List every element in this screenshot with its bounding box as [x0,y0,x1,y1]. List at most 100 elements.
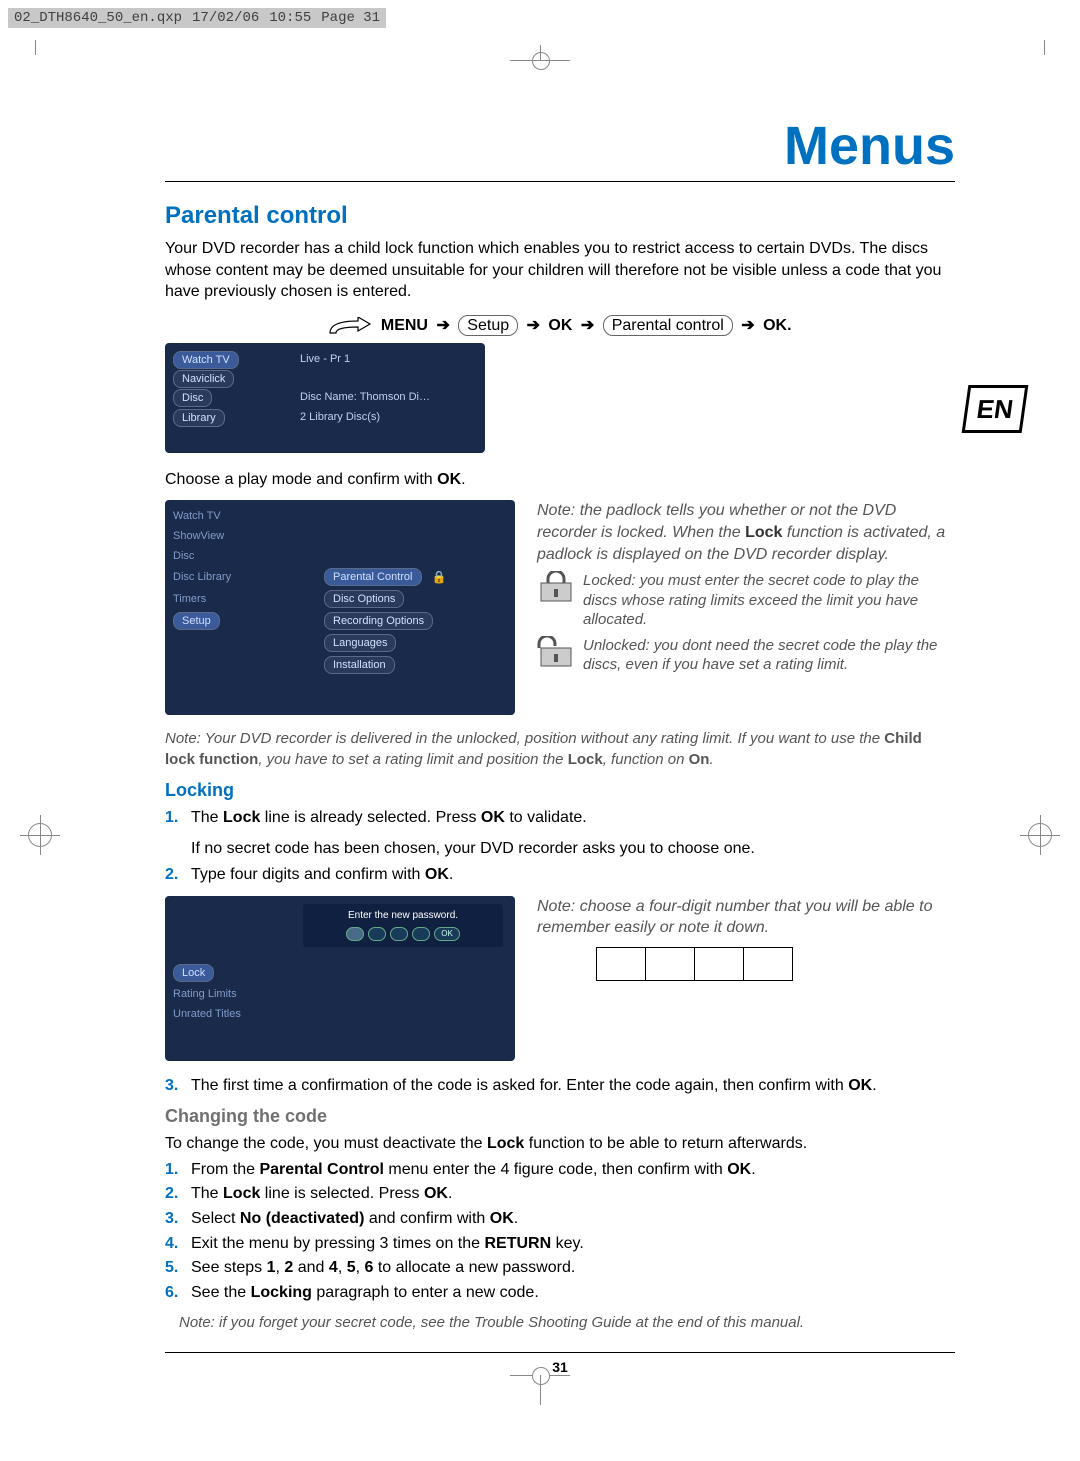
parental-heading: Parental control [165,202,955,230]
dn-lock: Lock [568,751,603,768]
dn-mid2: , function on [603,751,689,768]
step-2: Type four digits and confirm with OK. [165,864,955,886]
step-1-cont: If no secret code has been chosen, your … [165,838,955,860]
choose-text: Choose a play mode and confirm with [165,471,437,488]
digit-cell [596,947,646,981]
digit-box [368,927,386,941]
registration-top [510,45,570,75]
rule-top [165,181,955,182]
cstep-2: The Lock line is selected. Press OK. [165,1183,955,1205]
delivered-note: Note: Your DVD recorder is delivered in … [165,729,955,770]
dn-pre: Note: Your DVD recorder is delivered in … [165,730,884,747]
menu-left: Timers [173,591,318,607]
locking-steps-2: Type four digits and confirm with OK. [165,864,955,886]
four-digit-note: Note: choose a four-digit number that yo… [537,896,955,989]
submenu-item: Languages [324,634,396,652]
lock-item: Lock [173,964,214,982]
menu-value: Disc Name: Thomson Di… [294,389,436,405]
digit-cell [743,947,793,981]
rule-bottom [165,1352,955,1353]
locking-steps-3: The first time a confirmation of the cod… [165,1075,955,1097]
digit-box [346,927,364,941]
menu-left: Watch TV [173,508,318,524]
bc-ok: OK [548,317,572,334]
lock-icon: 🔒 [432,570,447,584]
crop-marks-top [0,40,1080,41]
menu-left: Disc [173,548,318,564]
locked-icon [537,571,575,603]
bc-period: . [787,317,791,334]
menu-left-sel: Setup [173,612,220,630]
language-badge: EN [962,385,1029,433]
pointer-icon [328,317,372,335]
arrow-icon: ➔ [581,317,594,334]
menu-item: Library [173,409,225,427]
menu-value: 2 Library Disc(s) [294,409,386,425]
pw-prompt: Enter the new password. [309,910,497,921]
locking-heading: Locking [165,780,955,801]
file-header: 02_DTH8640_50_en.qxp 17/02/06 10:55 Page… [8,8,386,28]
unrated-item: Unrated Titles [173,1006,318,1022]
choose-ok: OK [437,471,461,488]
digit-boxes [597,947,955,981]
padlock-note: Note: the padlock tells you whether or n… [537,500,955,674]
digit-cell [694,947,744,981]
arrow-icon: ➔ [741,317,754,334]
cstep-4: Exit the menu by pressing 3 times on the… [165,1233,955,1255]
changing-intro: To change the code, you must deactivate … [165,1133,955,1155]
cstep-6: See the Locking paragraph to enter a new… [165,1282,955,1304]
unlocked-text: Unlocked: you dont need the secret code … [583,636,955,675]
menu-item: Watch TV [173,351,239,369]
menu-left: Disc Library [173,569,318,585]
menu-value: Live - Pr 1 [294,351,356,367]
dn-end: . [709,751,713,768]
step-1: The Lock line is already selected. Press… [165,807,955,829]
choose-line: Choose a play mode and confirm with OK. [165,469,955,491]
menu-left: Setup [173,613,318,629]
registration-right [1020,815,1060,855]
registration-left [20,815,60,855]
menu-screenshot-2: Watch TV ShowView Disc Disc Library Paren… [165,500,515,715]
parental-intro: Your DVD recorder has a child lock funct… [165,238,955,303]
registration-bottom [510,1360,570,1405]
file-page: Page 31 [321,10,380,26]
arrow-icon: ➔ [436,317,449,334]
breadcrumb: MENU ➔ Setup ➔ OK ➔ Parental control ➔ O… [165,315,955,335]
bc-setup: Setup [458,315,518,336]
dn-on: On [689,751,710,768]
submenu-item: Disc Options [324,590,404,608]
cstep-3: Select No (deactivated) and confirm with… [165,1208,955,1230]
ok-pill: OK [434,927,460,941]
rating-item: Rating Limits [173,986,318,1002]
forget-note: Note: if you forget your secret code, se… [165,1313,955,1333]
digit-box [412,927,430,941]
changing-heading: Changing the code [165,1106,955,1127]
arrow-icon: ➔ [527,317,540,334]
menu-screenshot-1: Watch TV Live - Pr 1 Naviclick Disc Disc N… [165,343,485,453]
note3-text: Note: choose a four-digit number that yo… [537,896,955,939]
menu-item: Naviclick [173,370,234,388]
digit-cell [645,947,695,981]
step-3: The first time a confirmation of the cod… [165,1075,955,1097]
submenu-item: Recording Options [324,612,433,630]
digit-box [390,927,408,941]
bc-menu: MENU [381,317,428,334]
page-content: Menus EN Parental control Your DVD recor… [165,115,955,1375]
bc-ok2: OK [763,317,787,334]
changing-steps: From the Parental Control menu enter the… [165,1159,955,1304]
locking-steps: The Lock line is already selected. Press… [165,807,955,829]
menu-screenshot-3: Lock Rating Limits Unrated Titles Enter … [165,896,515,1061]
file-date: 17/02/06 [192,10,259,26]
file-time: 10:55 [269,10,311,26]
bc-parental: Parental control [603,315,733,336]
menu-item: Disc [173,389,212,407]
menu-left: ShowView [173,528,318,544]
submenu-item: Parental Control [324,568,422,586]
cstep-5: See steps 1, 2 and 4, 5, 6 to allocate a… [165,1257,955,1279]
filename: 02_DTH8640_50_en.qxp [14,10,182,26]
unlocked-icon [537,636,575,668]
submenu-item: Installation [324,656,395,674]
locked-text: Locked: you must enter the secret code t… [583,571,955,630]
note-lock: Lock [745,524,782,541]
cstep-1: From the Parental Control menu enter the… [165,1159,955,1181]
